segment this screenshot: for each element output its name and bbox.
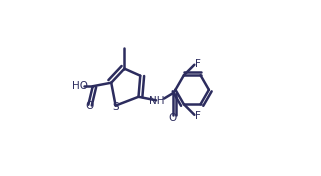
Text: HO: HO bbox=[72, 81, 88, 91]
Text: S: S bbox=[112, 102, 119, 112]
Text: O: O bbox=[85, 102, 93, 111]
Text: F: F bbox=[195, 59, 201, 69]
Text: O: O bbox=[169, 113, 177, 123]
Text: F: F bbox=[195, 111, 201, 121]
Text: NH: NH bbox=[149, 96, 164, 106]
